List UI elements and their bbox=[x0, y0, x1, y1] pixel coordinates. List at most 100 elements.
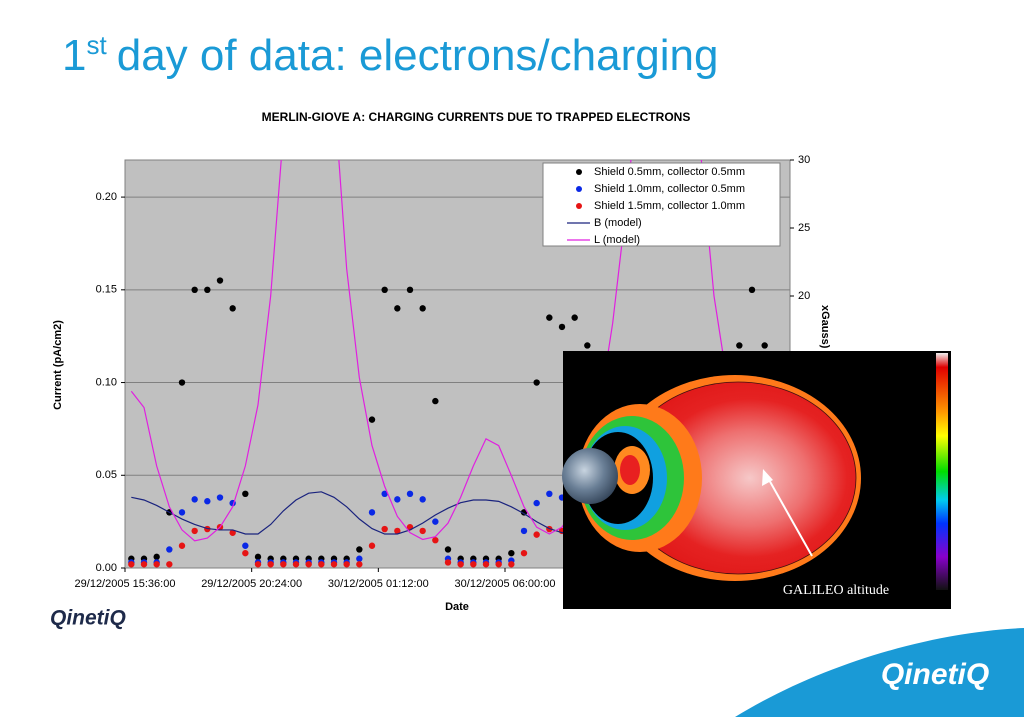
data-point bbox=[406, 490, 414, 498]
data-point bbox=[381, 286, 388, 294]
y-axis-label: Current (pA/cm2) bbox=[52, 320, 64, 410]
arrow-shaft bbox=[767, 477, 813, 557]
footer-swoosh bbox=[735, 628, 1024, 717]
legend-label: L (model) bbox=[594, 234, 640, 246]
data-point bbox=[558, 323, 566, 331]
data-point bbox=[216, 277, 224, 284]
data-point bbox=[254, 553, 262, 561]
data-point bbox=[229, 529, 236, 536]
data-point bbox=[533, 379, 540, 386]
model-line bbox=[130, 160, 766, 542]
y-tick-label: 0.15 bbox=[96, 284, 117, 296]
data-point bbox=[242, 490, 249, 498]
data-point bbox=[305, 561, 312, 568]
data-point bbox=[368, 416, 376, 423]
title-superscript: st bbox=[86, 30, 107, 60]
data-point bbox=[406, 286, 414, 294]
radiation-belt-image: GALILEO altitude bbox=[562, 351, 951, 609]
data-point bbox=[368, 542, 376, 549]
data-point bbox=[216, 494, 224, 501]
data-point bbox=[153, 553, 160, 561]
data-point bbox=[761, 342, 768, 349]
data-point bbox=[330, 561, 338, 568]
data-point bbox=[432, 518, 439, 525]
data-point bbox=[432, 536, 439, 544]
data-point bbox=[546, 314, 553, 321]
data-point bbox=[419, 305, 426, 312]
earth bbox=[562, 448, 618, 504]
y2-axis-label: xGauss) bbox=[819, 305, 831, 349]
y-tick-label: 0.05 bbox=[96, 469, 117, 481]
data-point bbox=[533, 531, 540, 538]
data-point bbox=[254, 561, 262, 568]
data-point bbox=[584, 342, 591, 349]
data-point bbox=[495, 561, 502, 568]
data-point bbox=[381, 490, 388, 498]
data-point bbox=[571, 314, 578, 321]
data-point bbox=[280, 561, 287, 568]
y-tick-label: 0.10 bbox=[96, 376, 117, 388]
legend-label: B (model) bbox=[594, 217, 642, 229]
logo: QinetiQ bbox=[50, 607, 126, 630]
data-point bbox=[444, 546, 452, 553]
footer-logo: QinetiQ bbox=[881, 658, 989, 691]
data-point bbox=[419, 496, 426, 503]
y2-tick-label: 25 bbox=[798, 222, 810, 234]
data-point bbox=[520, 549, 528, 557]
data-point bbox=[153, 561, 160, 568]
data-point bbox=[178, 379, 186, 386]
slide-title: 1st day of data: electrons/charging bbox=[62, 32, 718, 78]
legend-swatch bbox=[576, 169, 582, 175]
data-point bbox=[356, 546, 363, 553]
data-point bbox=[394, 496, 401, 503]
legend: Shield 0.5mm, collector 0.5mm Shield 1.0m… bbox=[542, 162, 781, 247]
data-point bbox=[419, 527, 426, 535]
x-tick-label: 30/12/2005 01:12:00 bbox=[328, 578, 429, 590]
data-point bbox=[520, 527, 528, 535]
y-tick-label: 0.00 bbox=[96, 562, 117, 574]
data-point bbox=[318, 561, 325, 568]
legend-label: Shield 1.0mm, collector 0.5mm bbox=[594, 183, 745, 195]
x-tick-label: 30/12/2005 06:00:00 bbox=[455, 578, 556, 590]
legend-label: Shield 0.5mm, collector 0.5mm bbox=[594, 166, 745, 178]
data-point bbox=[356, 555, 363, 562]
data-point bbox=[178, 509, 186, 516]
data-point bbox=[432, 397, 439, 405]
inner-belt-core bbox=[620, 455, 640, 485]
title-text: day of data: electrons/charging bbox=[116, 31, 719, 80]
data-point bbox=[394, 527, 401, 535]
data-point bbox=[178, 542, 186, 549]
data-point bbox=[482, 561, 490, 568]
data-point bbox=[748, 286, 756, 294]
data-point bbox=[166, 561, 173, 568]
data-point bbox=[343, 561, 350, 568]
data-point bbox=[356, 561, 363, 568]
data-point bbox=[242, 549, 249, 557]
data-point bbox=[368, 509, 376, 516]
data-point bbox=[533, 499, 540, 507]
legend-box bbox=[542, 162, 781, 247]
data-point bbox=[140, 561, 148, 568]
arrow-head bbox=[762, 469, 773, 486]
data-point bbox=[191, 527, 198, 535]
data-point bbox=[229, 305, 236, 312]
data-point bbox=[166, 546, 173, 553]
color-scale bbox=[936, 353, 948, 590]
title-number: 1 bbox=[62, 31, 87, 80]
data-point bbox=[292, 561, 300, 568]
x-axis-label: Date bbox=[445, 601, 469, 613]
data-point bbox=[242, 542, 249, 549]
y-tick-label: 0.20 bbox=[96, 191, 117, 203]
data-point bbox=[470, 561, 477, 568]
image-label: GALILEO altitude bbox=[783, 583, 889, 598]
data-point bbox=[444, 559, 452, 566]
legend-swatch bbox=[576, 186, 582, 192]
data-point bbox=[508, 561, 515, 568]
data-point bbox=[267, 561, 274, 568]
data-point bbox=[381, 525, 388, 533]
y2-tick-label: 30 bbox=[798, 154, 810, 166]
data-point bbox=[191, 286, 198, 294]
legend-label: Shield 1.5mm, collector 1.0mm bbox=[594, 200, 745, 212]
